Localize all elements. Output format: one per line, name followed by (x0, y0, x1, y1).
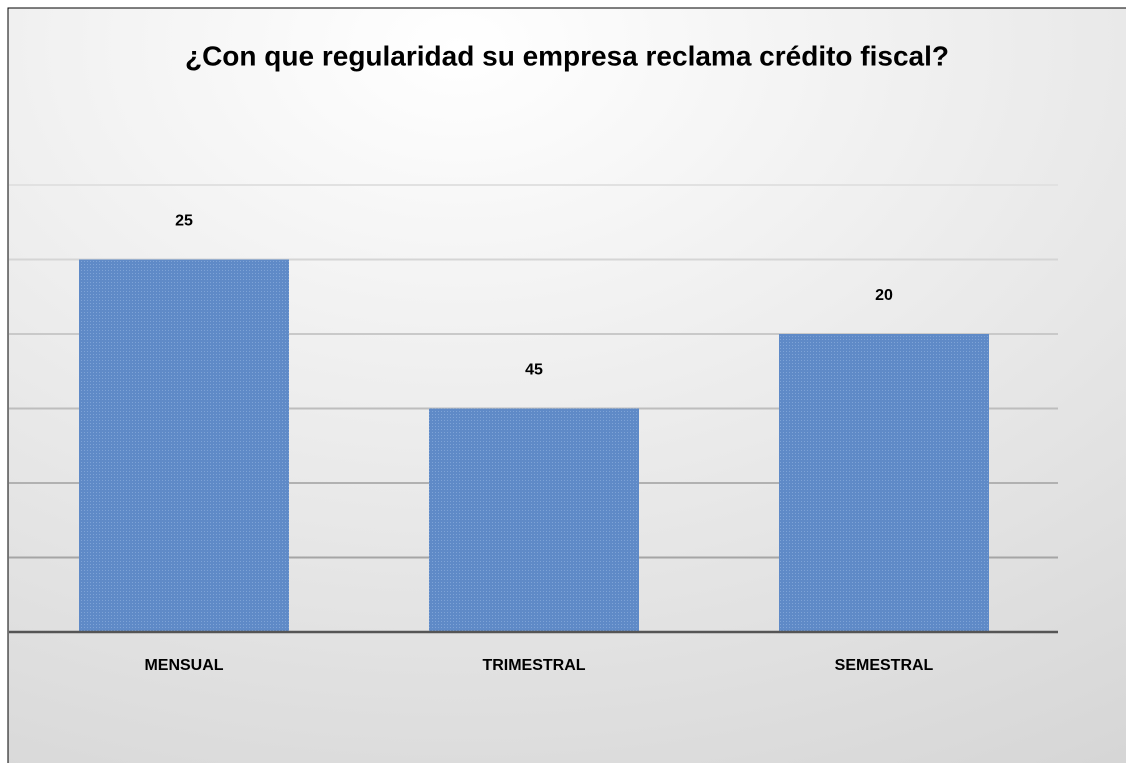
data-label: 45 (525, 362, 543, 379)
x-tick-label: MENSUAL (144, 657, 223, 674)
bar (779, 334, 989, 632)
bar (429, 408, 639, 632)
chart-title: ¿Con que regularidad su empresa reclama … (185, 40, 949, 71)
bar (79, 259, 289, 632)
x-tick-label: TRIMESTRAL (482, 657, 585, 674)
x-tick-label: SEMESTRAL (835, 657, 934, 674)
data-label: 20 (875, 287, 893, 304)
data-label: 25 (175, 213, 193, 230)
